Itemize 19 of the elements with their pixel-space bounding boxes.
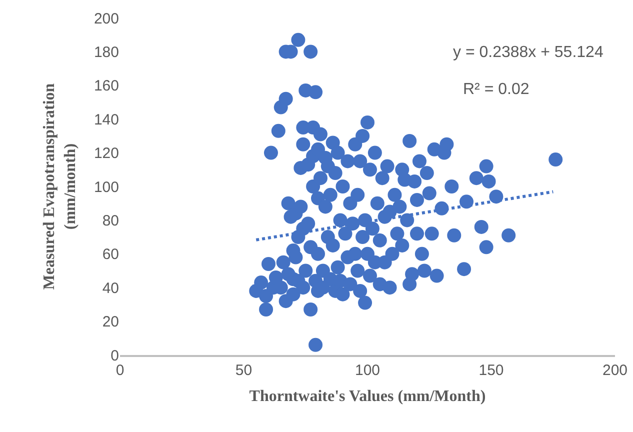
annotation: y = 0.2388x + 55.124 (453, 44, 604, 61)
x-tick-label: 200 (602, 362, 628, 379)
y-axis-title: Measured Evapotranspiration (mm/month) (41, 83, 79, 290)
x-axis-title: Thorntwaite's Values (mm/Month) (249, 388, 486, 405)
y-tick-label: 200 (94, 10, 119, 28)
y-tick-label: 140 (94, 111, 119, 128)
y-tick-label: 60 (102, 246, 119, 264)
x-tick-label: 100 (354, 362, 380, 379)
y-tick-label: 20 (102, 314, 119, 331)
y-tick-label: 120 (94, 145, 119, 162)
y-tick-label: 0 (110, 347, 119, 364)
y-tick-label: 160 (94, 78, 119, 95)
x-tick-label: 50 (235, 362, 252, 379)
y-tick-label: 40 (102, 280, 119, 297)
y-tick-label: 100 (94, 178, 119, 196)
x-tick-label: 150 (478, 362, 504, 379)
y-tick-label: 80 (102, 212, 119, 230)
y-tick-label: 180 (94, 44, 119, 61)
annotation: R² = 0.02 (463, 81, 530, 98)
